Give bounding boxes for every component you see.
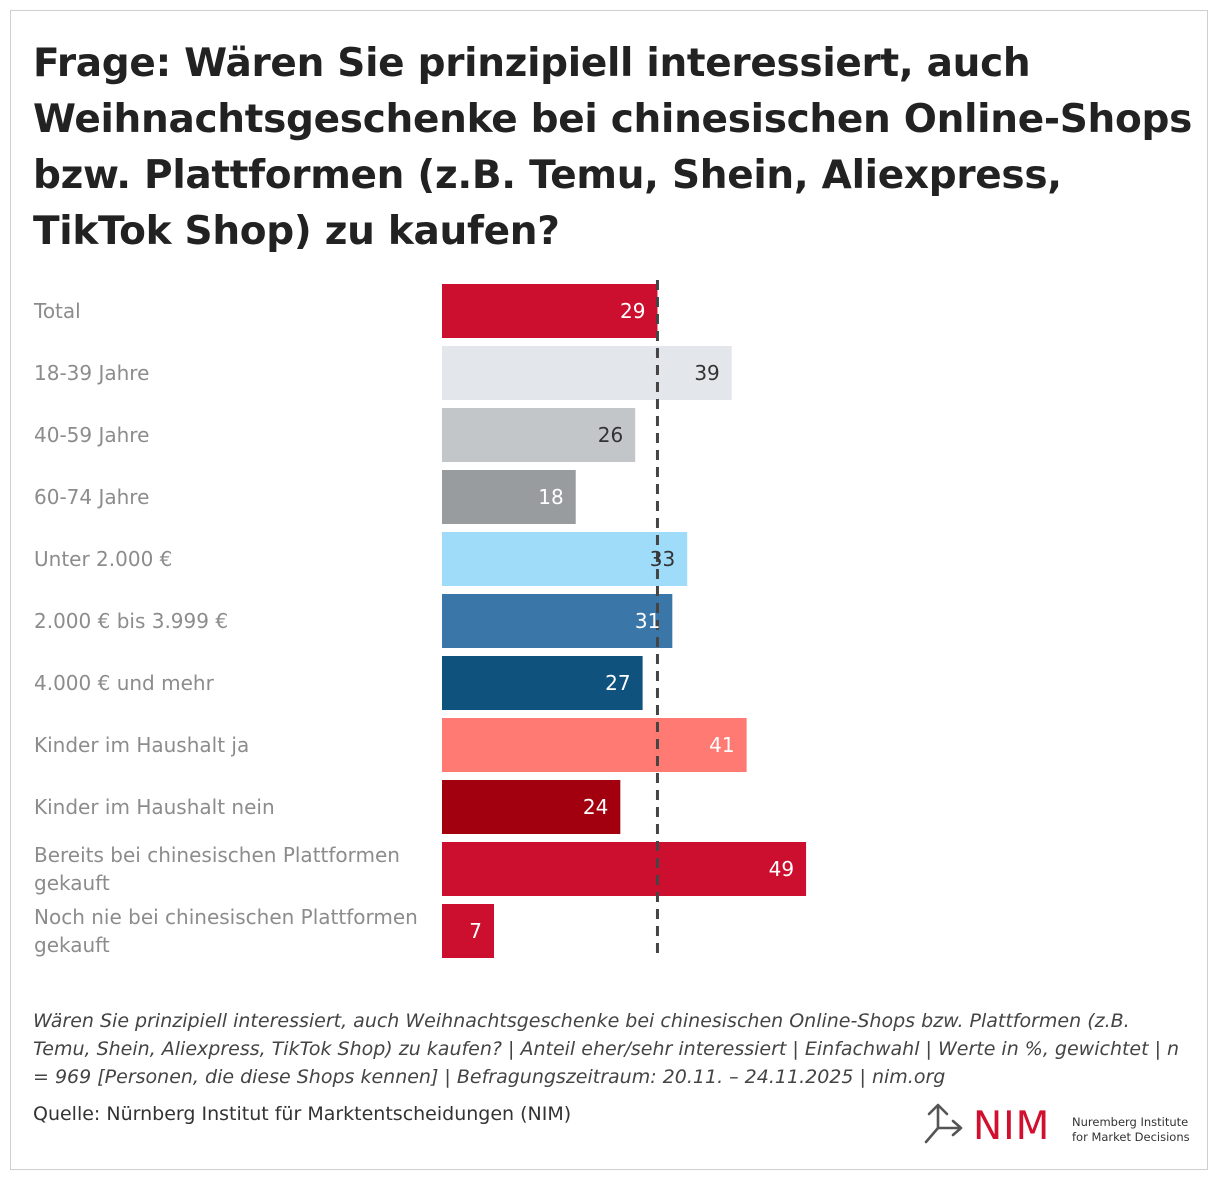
value-label-4: 33: [650, 547, 675, 571]
bar-6: [442, 656, 643, 710]
category-label-3: 60-74 Jahre: [34, 485, 149, 509]
value-label-9: 49: [769, 857, 794, 881]
value-label-3: 18: [538, 485, 563, 509]
bar-4: [442, 532, 688, 586]
category-label-10-line-1: gekauft: [34, 933, 110, 957]
bars-layer: [442, 284, 807, 958]
category-label-2: 40-59 Jahre: [34, 423, 149, 447]
value-label-1: 39: [694, 361, 719, 385]
bar-10: [442, 904, 495, 958]
value-label-8: 24: [583, 795, 608, 819]
category-labels-layer: Total 18-39 Jahre 40-59 Jahre 60-74 Jahre Un…: [33, 299, 418, 957]
logo-wordmark: NIM: [973, 1104, 1051, 1149]
methodology-note: Wären Sie prinzipiell interessiert, auch…: [33, 1010, 1180, 1088]
bar-7: [442, 718, 747, 772]
category-label-9-line-1: gekauft: [34, 871, 110, 895]
value-label-10: 7: [469, 919, 482, 943]
value-label-5: 31: [635, 609, 660, 633]
bar-9: [442, 842, 807, 896]
bar-8: [442, 780, 621, 834]
value-labels-layer: 29 39 26 18 33 31 27 41 24 49 7: [469, 299, 794, 943]
nim-logo: NIM Nuremberg Institute for Market Decis…: [918, 1102, 1198, 1152]
bar-5: [442, 594, 673, 648]
category-label-9-line-0: Bereits bei chinesischen Plattformen: [34, 843, 400, 867]
value-label-2: 26: [598, 423, 623, 447]
chart-title: Frage: Wären Sie prinzipiell interessier…: [33, 41, 1193, 254]
value-label-6: 27: [605, 671, 630, 695]
bar-1: [442, 346, 732, 400]
chart-frame: [10, 10, 1208, 1170]
category-label-0: Total: [33, 299, 81, 323]
arrow-fork-icon: [924, 1103, 963, 1144]
bar-3: [442, 470, 576, 524]
category-label-1: 18-39 Jahre: [34, 361, 149, 385]
category-label-10-line-0: Noch nie bei chinesischen Plattformen: [34, 905, 418, 929]
source-line: Quelle: Nürnberg Institut für Marktentsc…: [33, 1103, 572, 1125]
value-label-7: 41: [709, 733, 734, 757]
value-label-0: 29: [620, 299, 645, 323]
category-label-8: Kinder im Haushalt nein: [34, 795, 275, 819]
category-label-6: 4.000 € und mehr: [34, 671, 215, 695]
bar-2: [442, 408, 636, 462]
logo-subtitle-line1: Nuremberg Institute: [1072, 1115, 1189, 1129]
bar-0: [442, 284, 658, 338]
category-label-4: Unter 2.000 €: [34, 547, 172, 571]
category-label-5: 2.000 € bis 3.999 €: [34, 609, 228, 633]
logo-subtitle-line2: for Market Decisions: [1072, 1130, 1190, 1144]
logo-subtitle: Nuremberg Institute for Market Decisions: [1072, 1115, 1190, 1145]
bar-chart: Total 18-39 Jahre 40-59 Jahre 60-74 Jahre Un…: [33, 280, 807, 960]
category-label-7: Kinder im Haushalt ja: [34, 733, 249, 757]
